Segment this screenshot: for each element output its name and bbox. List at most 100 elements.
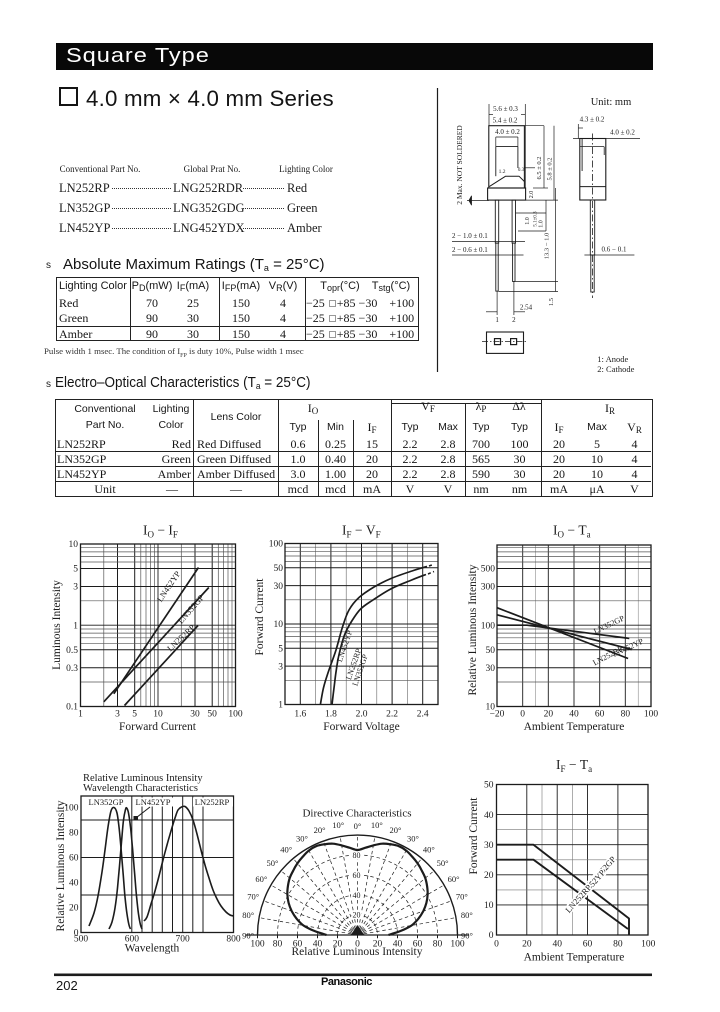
svg-text:40: 40 (552, 940, 562, 950)
svg-text:80: 80 (273, 940, 283, 950)
svg-text:700: 700 (176, 935, 191, 945)
svg-text:100: 100 (228, 710, 243, 720)
svg-text:2: 2 (512, 316, 516, 324)
svg-text:60: 60 (69, 854, 79, 864)
svg-text:40: 40 (313, 940, 323, 950)
svg-text:Luminous Intensity: Luminous Intensity (51, 580, 63, 670)
svg-text:70°: 70° (247, 892, 259, 902)
svg-text:IO − IF: IO − IF (143, 523, 178, 540)
svg-text:800: 800 (226, 935, 241, 945)
svg-text:Ambient Temperature: Ambient Temperature (524, 721, 625, 733)
svg-text:30°: 30° (296, 833, 308, 843)
svg-text:10: 10 (69, 540, 79, 550)
svg-text:0: 0 (520, 710, 525, 720)
svg-text:100: 100 (641, 940, 656, 950)
svg-text:Relative Luminous Intensity: Relative Luminous Intensity (83, 773, 203, 784)
svg-text:IF − Ta: IF − Ta (556, 757, 592, 774)
svg-text:20°: 20° (390, 825, 402, 835)
svg-text:80: 80 (69, 829, 79, 839)
svg-text:30: 30 (486, 664, 496, 674)
svg-text:60: 60 (413, 940, 423, 950)
svg-text:20: 20 (522, 940, 532, 950)
svg-text:LN252RP: LN252RP (195, 797, 230, 807)
svg-text:50: 50 (486, 646, 496, 656)
svg-text:10: 10 (484, 901, 494, 911)
svg-text:0: 0 (494, 940, 499, 950)
svg-text:Forward Current: Forward Current (119, 721, 197, 733)
svg-text:LN352GP: LN352GP (175, 592, 206, 625)
svg-text:0: 0 (74, 929, 79, 939)
svg-text:90°: 90° (461, 931, 473, 941)
svg-text:5: 5 (278, 644, 283, 654)
svg-text:80°: 80° (461, 910, 473, 920)
svg-text:40: 40 (569, 710, 579, 720)
svg-text:20: 20 (484, 871, 494, 881)
svg-text:2.0: 2.0 (356, 710, 368, 720)
svg-text:100: 100 (644, 710, 659, 720)
svg-text:10: 10 (153, 710, 163, 720)
svg-text:10: 10 (274, 620, 284, 630)
svg-text:5.4 ± 0.2: 5.4 ± 0.2 (493, 117, 518, 125)
svg-text:2.54: 2.54 (520, 304, 533, 312)
svg-text:30°: 30° (407, 833, 419, 843)
svg-text:60: 60 (353, 871, 361, 880)
svg-text:20: 20 (333, 940, 343, 950)
svg-text:IO − Ta: IO − Ta (553, 523, 591, 540)
svg-text:Wavelength Characteristics: Wavelength Characteristics (83, 783, 198, 794)
svg-text:0°: 0° (354, 821, 362, 831)
svg-text:1: 1 (73, 621, 78, 631)
svg-text:LN352GP: LN352GP (89, 797, 124, 807)
svg-text:0.1: 0.1 (66, 703, 78, 713)
svg-text:40: 40 (393, 940, 403, 950)
svg-text:50°: 50° (437, 858, 449, 868)
svg-text:2 − 1.0 ± 0.1: 2 − 1.0 ± 0.1 (452, 232, 488, 240)
svg-text:6.5 ± 0.2: 6.5 ± 0.2 (536, 156, 543, 179)
svg-text:4.0 ± 0.2: 4.0 ± 0.2 (610, 129, 635, 137)
svg-text:Relative Luminous Intensity: Relative Luminous Intensity (55, 800, 67, 931)
svg-text:30: 30 (484, 841, 494, 851)
svg-text:LN352GP: LN352GP (592, 613, 626, 635)
svg-text:0.3: 0.3 (66, 664, 78, 674)
svg-text:80: 80 (353, 851, 361, 860)
svg-text:2: Cathode: 2: Cathode (597, 364, 634, 374)
svg-text:80°: 80° (242, 910, 254, 920)
svg-text:600: 600 (125, 935, 140, 945)
svg-text:Forward Voltage: Forward Voltage (323, 721, 400, 733)
svg-text:2.4: 2.4 (417, 710, 429, 720)
svg-text:60: 60 (583, 940, 593, 950)
svg-text:100: 100 (481, 621, 496, 631)
svg-text:1: 1 (278, 701, 283, 711)
svg-text:40°: 40° (280, 844, 292, 854)
svg-text:4.0 ± 0.2: 4.0 ± 0.2 (495, 128, 520, 136)
svg-text:Forward Current: Forward Current (468, 797, 480, 875)
svg-text:1: 1 (495, 316, 499, 324)
svg-text:5.6 ± 0.3: 5.6 ± 0.3 (493, 105, 518, 113)
svg-text:1.0: 1.0 (525, 217, 531, 225)
svg-text:60: 60 (293, 940, 303, 950)
svg-text:30: 30 (274, 582, 284, 592)
svg-text:40: 40 (353, 891, 361, 900)
svg-text:100: 100 (64, 804, 79, 814)
svg-text:80: 80 (613, 940, 623, 950)
svg-text:30: 30 (190, 710, 200, 720)
svg-text:80: 80 (621, 710, 631, 720)
svg-text:40°: 40° (423, 844, 435, 854)
svg-text:5: 5 (73, 565, 78, 575)
svg-text:10°: 10° (371, 820, 383, 830)
svg-text:1.8: 1.8 (325, 710, 337, 720)
svg-text:40: 40 (69, 879, 79, 889)
svg-text:0: 0 (355, 940, 360, 950)
svg-text:Ambient Temperature: Ambient Temperature (524, 952, 625, 964)
svg-text:10: 10 (486, 703, 496, 713)
svg-text:40: 40 (484, 811, 494, 821)
svg-text:5: 5 (132, 710, 137, 720)
svg-text:−20: −20 (490, 710, 505, 720)
svg-text:100: 100 (450, 940, 465, 950)
svg-text:Relative Luminous Intensity: Relative Luminous Intensity (467, 564, 479, 695)
svg-text:Relative Luminous Intensity: Relative Luminous Intensity (292, 946, 423, 958)
svg-text:1.2: 1.2 (499, 169, 506, 175)
svg-text:1: Anode: 1: Anode (597, 354, 628, 364)
svg-text:2.2: 2.2 (386, 710, 398, 720)
svg-text:1.5: 1.5 (548, 298, 555, 306)
svg-text:3: 3 (73, 583, 78, 593)
